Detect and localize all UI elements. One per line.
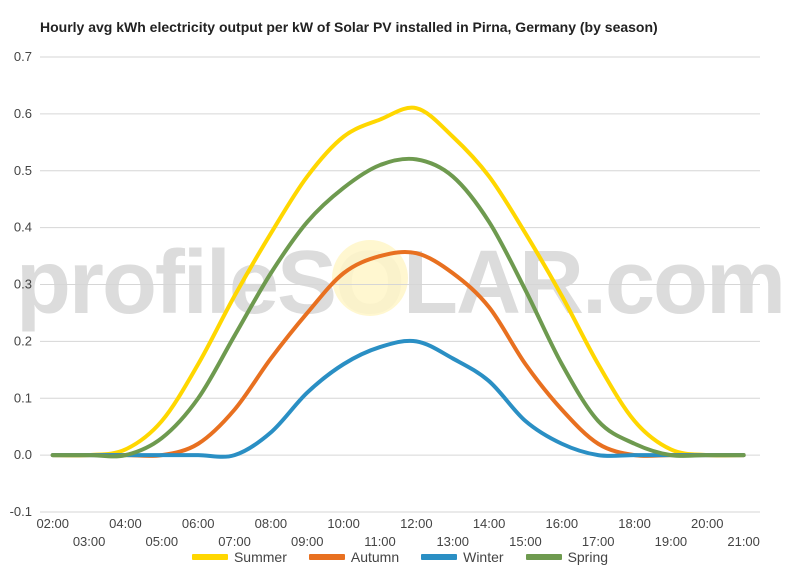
legend-item-autumn[interactable]: Autumn — [308, 549, 400, 565]
legend-swatch — [421, 554, 458, 560]
legend-label: Spring — [567, 549, 609, 565]
series-line-summer — [50, 105, 746, 458]
x-tick-label: 19:00 — [655, 534, 688, 549]
x-tick-label: 04:00 — [109, 516, 142, 531]
y-tick-label: 0.1 — [14, 390, 32, 405]
x-tick-label: 10:00 — [327, 516, 360, 531]
y-tick-label: 0.7 — [14, 49, 32, 64]
legend-label: Winter — [463, 549, 504, 565]
y-tick-label: 0.0 — [14, 447, 32, 462]
y-tick-label: 0.4 — [14, 220, 32, 235]
x-tick-label: 17:00 — [582, 534, 615, 549]
x-tick-label: 11:00 — [364, 534, 396, 549]
series-line-winter — [50, 338, 746, 459]
legend-label: Autumn — [350, 549, 400, 565]
x-tick-label: 18:00 — [618, 516, 651, 531]
sun-watermark-icon — [332, 240, 408, 316]
chart-legend: Summer Autumn Winter Spring — [0, 549, 800, 565]
legend-swatch — [525, 554, 562, 560]
x-tick-label: 20:00 — [691, 516, 724, 531]
x-tick-label: 05:00 — [146, 534, 179, 549]
chart-title: Hourly avg kWh electricity output per kW… — [40, 19, 658, 35]
x-tick-label: 06:00 — [182, 516, 215, 531]
series-line-spring — [50, 156, 746, 459]
legend-swatch — [308, 554, 345, 560]
x-tick-label: 07:00 — [218, 534, 251, 549]
y-tick-label: 0.3 — [14, 277, 32, 292]
x-tick-label: 15:00 — [509, 534, 542, 549]
y-tick-label: 0.6 — [14, 106, 32, 121]
x-tick-label: 13:00 — [436, 534, 469, 549]
chart-plot: 0.7 0.6 0.5 0.4 0.3 0.2 0.1 0.0 -0.1 02:00 04:00 06… — [10, 49, 760, 549]
y-tick-label: 0.2 — [14, 333, 32, 348]
x-tick-label: 12:00 — [400, 516, 433, 531]
x-tick-label: 09:00 — [291, 534, 324, 549]
x-tick-label: 08:00 — [255, 516, 288, 531]
x-tick-label: 03:00 — [73, 534, 106, 549]
x-tick-label: 21:00 — [727, 534, 760, 549]
x-tick-label: 16:00 — [546, 516, 579, 531]
x-tick-label: 14:00 — [473, 516, 506, 531]
x-tick-label: 02:00 — [36, 516, 69, 531]
legend-item-summer[interactable]: Summer — [191, 549, 287, 565]
y-tick-label: 0.5 — [14, 163, 32, 178]
legend-item-spring[interactable]: Spring — [525, 549, 609, 565]
legend-item-winter[interactable]: Winter — [421, 549, 504, 565]
legend-label: Summer — [233, 549, 287, 565]
legend-swatch — [191, 554, 228, 560]
y-tick-label: -0.1 — [10, 504, 32, 519]
